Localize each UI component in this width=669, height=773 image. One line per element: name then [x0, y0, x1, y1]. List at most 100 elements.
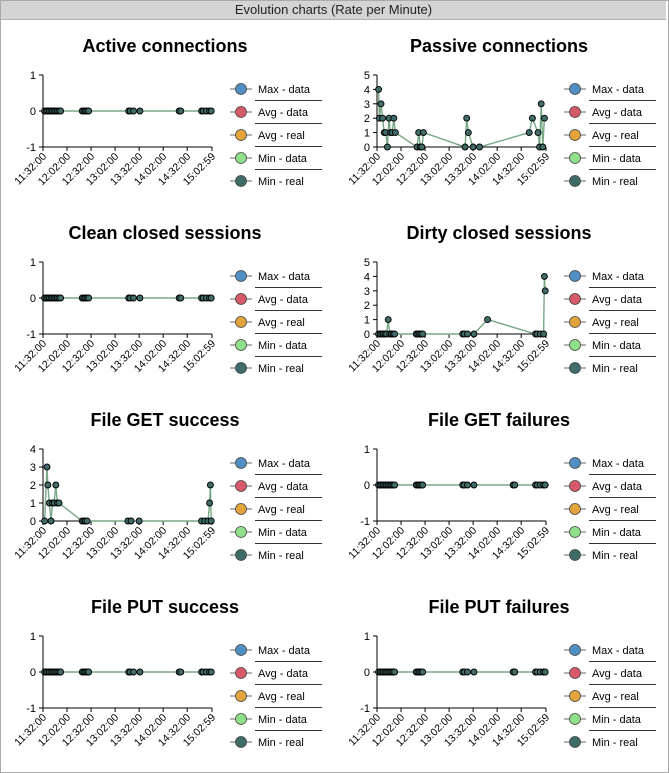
legend-marker [235, 106, 247, 118]
legend-marker [235, 457, 247, 469]
legend-marker [235, 526, 247, 538]
y-tick-label: 1 [364, 444, 370, 456]
data-point [85, 107, 93, 115]
legend-label: Max - data [592, 645, 645, 657]
data-point [461, 143, 469, 151]
legend-marker [235, 316, 247, 328]
legend-label: Max - data [592, 84, 645, 96]
legend-label: Avg - data [592, 668, 643, 680]
legend-marker [235, 129, 247, 141]
legend-marker [569, 129, 581, 141]
data-point [52, 481, 60, 489]
data-point [57, 107, 65, 115]
legend-label: Min - real [592, 363, 638, 375]
y-tick-label: 2 [30, 480, 36, 492]
chart-title: Active connections [82, 36, 247, 56]
legend-label: Min - real [258, 737, 304, 749]
legend-label: Min - real [592, 176, 638, 188]
data-point [207, 517, 215, 525]
legend-marker [569, 106, 581, 118]
data-point [207, 107, 215, 115]
legend-label: Avg - data [258, 668, 309, 680]
chart-title: File PUT success [91, 597, 239, 617]
data-point [57, 294, 65, 302]
legend-label: Max - data [258, 645, 311, 657]
data-point [511, 481, 519, 489]
legend-label: Min - real [592, 550, 638, 562]
data-point [464, 129, 472, 137]
legend-label: Min - data [592, 527, 642, 539]
legend-label: Min - data [258, 527, 308, 539]
y-tick-label: 1 [30, 498, 36, 510]
legend-label: Min - data [592, 714, 642, 726]
data-point [534, 129, 542, 137]
data-point [379, 114, 387, 122]
y-tick-label: 4 [364, 271, 370, 283]
y-tick-label: 0 [364, 142, 370, 154]
data-point [476, 143, 483, 151]
chart-5: File GET success4321011:32:0012:02:0012:… [12, 410, 322, 562]
data-point [525, 129, 533, 137]
page-header: Evolution charts (Rate per Minute) [1, 1, 666, 20]
y-tick-label: 0 [30, 106, 36, 118]
data-point [463, 114, 471, 122]
legend-marker [569, 316, 581, 328]
y-tick-label: 1 [30, 70, 36, 82]
legend-marker [569, 667, 581, 679]
data-point [136, 668, 144, 676]
legend-label: Avg - real [258, 317, 305, 329]
legend-marker [235, 362, 247, 374]
legend-marker [235, 293, 247, 305]
data-point [43, 463, 51, 471]
data-point [136, 107, 144, 115]
y-tick-label: -1 [26, 142, 36, 154]
legend-label: Avg - real [258, 691, 305, 703]
legend-label: Avg - data [592, 107, 643, 119]
data-point [418, 143, 426, 151]
data-point [391, 330, 399, 338]
legend-marker [569, 175, 581, 187]
data-point [391, 129, 399, 137]
legend-label: Min - data [258, 714, 308, 726]
data-point [528, 114, 536, 122]
legend-marker [569, 152, 581, 164]
chart-7: File PUT success10-111:32:0012:02:0012:3… [12, 597, 322, 749]
y-tick-label: 0 [30, 516, 36, 528]
y-tick-label: 4 [30, 444, 36, 456]
chart-title: File GET success [90, 410, 239, 430]
data-point [127, 517, 135, 525]
y-tick-label: -1 [360, 703, 370, 715]
legend-label: Avg - data [592, 481, 643, 493]
data-point [541, 287, 549, 295]
chart-6: File GET failures10-111:32:0012:02:0012:… [346, 410, 656, 562]
series-line [377, 89, 546, 149]
legend-marker [569, 644, 581, 656]
data-point [130, 107, 137, 115]
data-point [469, 143, 477, 151]
chart-1: Active connections10-111:32:0012:02:0012… [12, 36, 322, 188]
legend-label: Min - real [258, 363, 304, 375]
legend-marker [235, 503, 247, 515]
data-point [83, 517, 91, 525]
legend-marker [569, 480, 581, 492]
legend-marker [235, 270, 247, 282]
chart-title: File GET failures [428, 410, 570, 430]
data-point [419, 481, 427, 489]
data-point [177, 294, 185, 302]
data-point [177, 668, 185, 676]
legend-marker [569, 270, 581, 282]
data-point [207, 668, 215, 676]
y-tick-label: 5 [364, 257, 370, 269]
y-tick-label: 1 [364, 315, 370, 327]
legend-marker [235, 339, 247, 351]
series-line [378, 276, 546, 335]
y-tick-label: 1 [30, 257, 36, 269]
data-point [57, 668, 65, 676]
legend-marker [569, 736, 581, 748]
y-tick-label: 3 [364, 99, 370, 111]
legend-label: Avg - real [592, 130, 639, 142]
data-point [130, 668, 137, 676]
legend-marker [235, 690, 247, 702]
legend-label: Max - data [592, 458, 645, 470]
